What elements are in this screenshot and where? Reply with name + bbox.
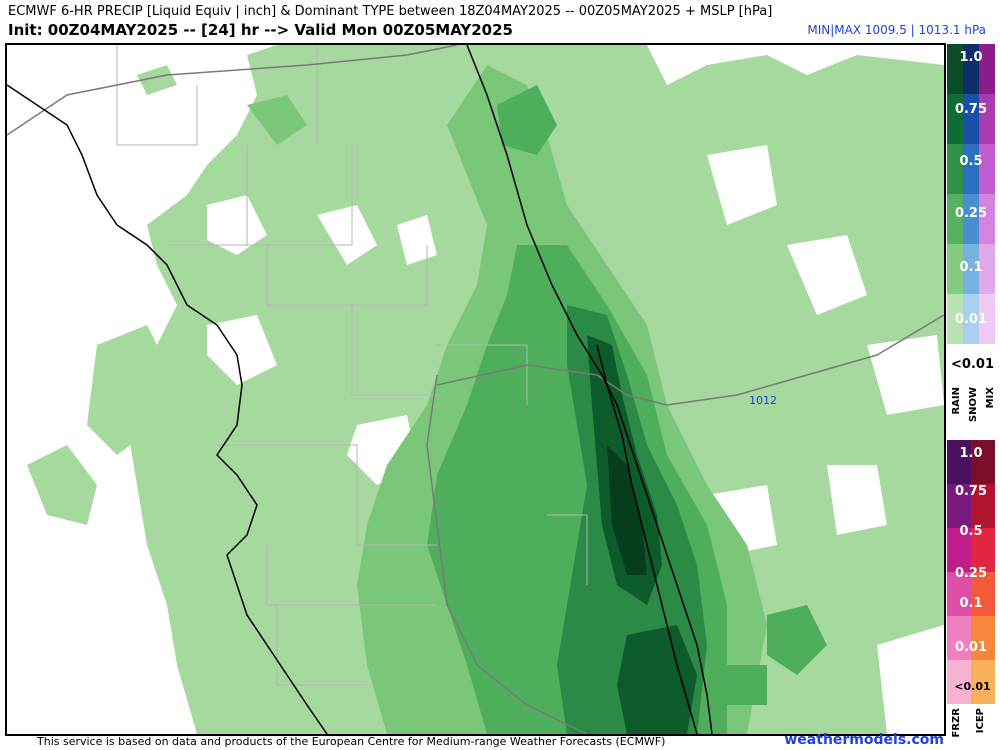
- legend-label: 0.25: [954, 206, 988, 221]
- legend-row-1.0: [947, 44, 995, 94]
- legend-type-icep: ICEP: [975, 708, 986, 734]
- map-title: ECMWF 6-HR PRECIP [Liquid Equiv | inch] …: [8, 4, 773, 19]
- precip-legend: 1.0 0.75 0.5 0.25 0.1 0.01 <0.01 RAIN SN…: [945, 44, 1000, 750]
- legend-label: 0.1: [959, 260, 983, 275]
- legend-row-0.75: [947, 94, 995, 144]
- precip-max-field: [607, 445, 647, 575]
- legend-row2-0.1: [947, 616, 995, 660]
- legend-row-0.1: [947, 244, 995, 294]
- legend-row2-0.75: [947, 484, 995, 528]
- legend-row2-1.0: [947, 440, 995, 484]
- data-credit: This service is based on data and produc…: [37, 735, 666, 748]
- legend-row-0.5: [947, 144, 995, 194]
- legend-type-snow: SNOW: [968, 387, 979, 423]
- legend-label: 1.0: [959, 50, 983, 65]
- legend-label: 0.5: [959, 524, 983, 539]
- isobar-lines: [7, 45, 944, 734]
- legend-label: 0.75: [954, 102, 988, 117]
- legend-row2-0.01: [947, 660, 995, 704]
- legend-type-frzr: FRZR: [951, 708, 962, 738]
- legend-lt-label-2: <0.01: [954, 680, 991, 693]
- coastlines: [7, 45, 713, 734]
- map-subtitle: Init: 00Z04MAY2025 -- [24] hr --> Valid …: [8, 21, 513, 39]
- legend-row2-0.25: [947, 572, 995, 616]
- legend-lt-label: <0.01: [951, 357, 994, 372]
- precip-map: 1012: [5, 43, 946, 736]
- legend-label: 0.01: [954, 312, 988, 327]
- brand-link[interactable]: weathermodels.com: [784, 732, 944, 748]
- legend-label: 0.25: [954, 566, 988, 581]
- legend-row-0.01: [947, 294, 995, 344]
- county-boundaries: [116, 45, 588, 686]
- legend-label: 0.5: [959, 154, 983, 169]
- precip-map-svg: 1012: [7, 45, 944, 734]
- isobar-label: 1012: [749, 394, 777, 407]
- legend-type-mix: MIX: [985, 387, 996, 409]
- legend-label: 0.75: [954, 484, 988, 499]
- legend-row2-0.5: [947, 528, 995, 572]
- legend-label: 0.01: [954, 640, 988, 655]
- pressure-minmax: MIN|MAX 1009.5 | 1013.1 hPa: [807, 23, 986, 37]
- legend-label: 0.1: [959, 596, 983, 611]
- legend-label: 1.0: [959, 446, 983, 461]
- legend-row-0.25: [947, 194, 995, 244]
- legend-type-rain: RAIN: [951, 387, 962, 415]
